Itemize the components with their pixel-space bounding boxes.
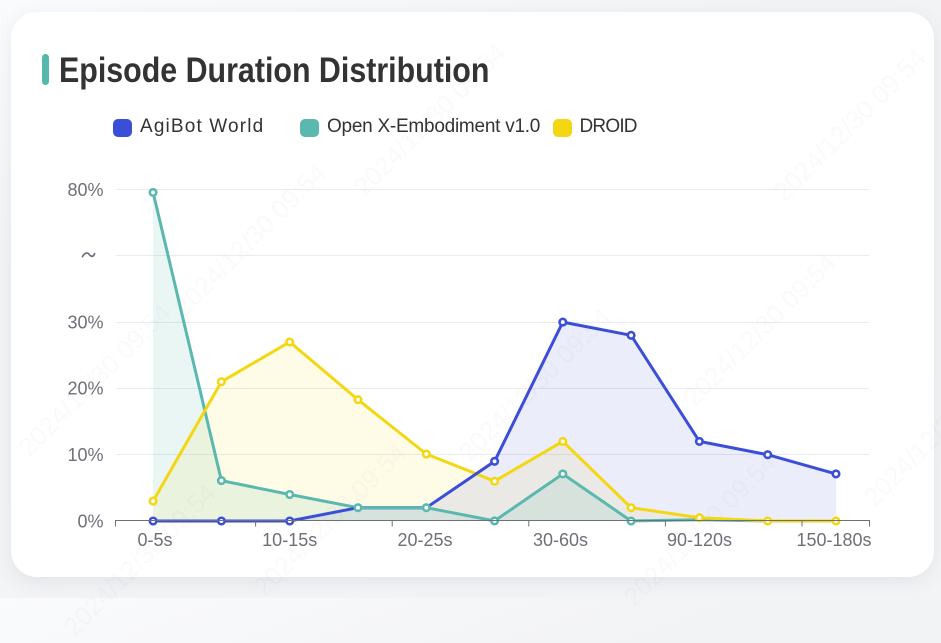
svg-text:150-180s: 150-180s — [796, 530, 871, 550]
svg-text:10%: 10% — [67, 445, 103, 465]
svg-text:80%: 80% — [67, 180, 103, 200]
svg-text:20%: 20% — [67, 379, 103, 399]
svg-text:20-25s: 20-25s — [397, 530, 452, 550]
svg-text:30%: 30% — [67, 312, 103, 332]
svg-text:10-15s: 10-15s — [262, 530, 317, 550]
svg-text:30-60s: 30-60s — [533, 530, 588, 550]
svg-text:90-120s: 90-120s — [667, 530, 732, 550]
svg-text:0-5s: 0-5s — [137, 530, 172, 550]
svg-text:0%: 0% — [77, 511, 103, 531]
